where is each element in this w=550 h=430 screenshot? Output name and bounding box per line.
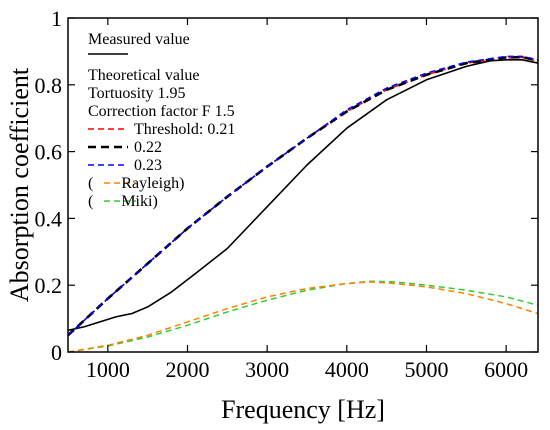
y-tick-label: 0.4 (35, 206, 63, 231)
y-tick-label: 0.8 (35, 73, 63, 98)
x-axis-title: Frequency [Hz] (221, 395, 385, 424)
y-tick-label: 1 (51, 6, 62, 31)
legend-entries: Threshold: 0.210.220.23( Rayleigh)( Miki… (88, 121, 235, 210)
legend-tortuosity: Tortuosity 1.95 (88, 85, 186, 102)
x-tick-label: 1000 (86, 357, 130, 382)
series-line-0-23 (68, 55, 538, 336)
y-tick-label: 0 (51, 340, 62, 365)
y-axis-title: Absorption coefficient (5, 67, 34, 302)
axis-ticks: 1000 2000 3000 4000 5000 6000 0 0.2 0.4 0.6 0.8 1 (35, 6, 538, 382)
x-tick-label: 6000 (484, 357, 528, 382)
legend-theory-title: Theoretical value (88, 67, 200, 84)
x-tick-label: 4000 (325, 357, 369, 382)
plot-marks (68, 55, 538, 352)
legend: Measured value Theoretical value Tortuos… (88, 31, 235, 210)
legend-entry-label: ( Rayleigh) (88, 175, 184, 192)
x-tick-label: 5000 (404, 357, 448, 382)
legend-label-measured: Measured value (88, 31, 190, 48)
plot-frame (67, 17, 539, 353)
x-tick-label: 2000 (165, 357, 209, 382)
series-line-0-22 (68, 55, 538, 337)
legend-entry-label: ( Miki) (88, 193, 158, 210)
series-line-rayleigh (68, 281, 538, 352)
legend-entry-label: Threshold: 0.21 (134, 121, 235, 138)
x-tick-label: 3000 (245, 357, 289, 382)
y-tick-label: 0.2 (35, 273, 63, 298)
legend-entry-label: 0.23 (134, 157, 162, 174)
y-tick-label: 0.6 (35, 140, 63, 165)
legend-correction-factor: Correction factor F 1.5 (88, 103, 235, 120)
legend-entry-label: 0.22 (134, 139, 162, 156)
series-line-miki (68, 280, 538, 352)
